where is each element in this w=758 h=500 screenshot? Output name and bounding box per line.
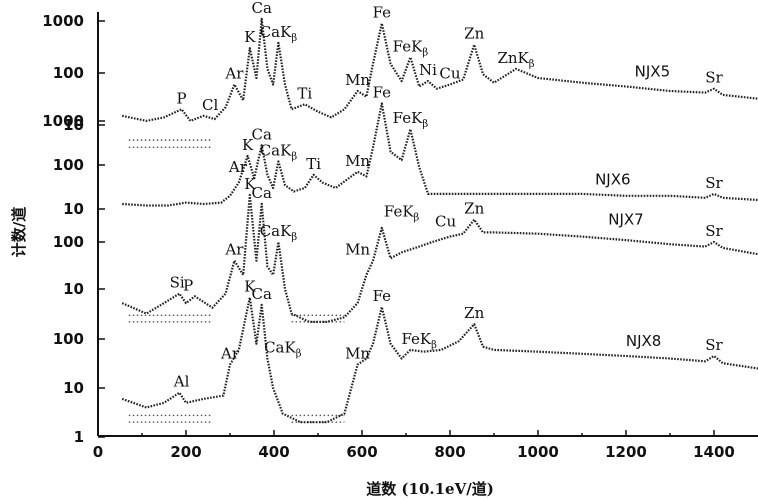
peak-label: CaKβ (260, 23, 298, 44)
peak-label: ZnKβ (497, 49, 534, 70)
peak-label: Ca (251, 0, 271, 17)
y-tick-label: 10 (63, 116, 84, 134)
peak-label: FeKβ (393, 109, 429, 130)
peak-label: CaKβ (260, 222, 298, 243)
x-axis-title: 道数 (10.1eV/道) (366, 480, 494, 498)
y-tick-label: 10 (63, 200, 84, 218)
x-tick-label: 1200 (605, 443, 647, 461)
peak-label: Mn (345, 152, 370, 170)
peak-label: Zn (464, 304, 484, 322)
series-NJX8: Al Ar KCa CaKβ Mn Fe FeKβ Zn NJX8 Sr (121, 278, 758, 424)
peak-label: Ti (297, 84, 312, 102)
peak-label: Cl (202, 96, 218, 114)
series-name-label: NJX5 (635, 63, 670, 81)
y-tick-label: 100 (53, 233, 84, 251)
peak-label: K (244, 28, 256, 46)
y-tick-label: 10 (63, 280, 84, 298)
peak-label: Ca (251, 285, 271, 303)
peak-label: FeKβ (384, 202, 420, 223)
x-tick-label: 0 (93, 443, 103, 461)
y-tick-label: 100 (53, 156, 84, 174)
x-tick-label: 600 (346, 443, 377, 461)
peak-label: Sr (705, 69, 723, 87)
peak-label: Ar (224, 65, 244, 83)
series-name-label: NJX6 (595, 170, 630, 188)
peak-label: Mn (345, 345, 370, 363)
peak-label: FeKβ (401, 330, 437, 351)
y-tick-label: 100 (53, 330, 84, 348)
y-axis-title: 计数/道 (10, 207, 28, 257)
spectrum-line (122, 102, 758, 207)
peak-label: Fe (373, 3, 392, 21)
x-tick-label: 200 (170, 443, 201, 461)
peak-label: K (244, 278, 256, 296)
peak-label: Zn (464, 200, 484, 218)
y-tick-label: 1000 (42, 112, 84, 130)
x-tick-label: 800 (434, 443, 465, 461)
peak-label: Fe (373, 287, 392, 305)
peak-label: K (242, 136, 254, 154)
spectrum-line (121, 296, 758, 424)
peak-label: Ca (251, 184, 271, 202)
peak-label: Ar (220, 345, 240, 363)
peak-label: Ti (306, 155, 321, 173)
peak-label: Sr (705, 174, 723, 192)
spectrum-line (121, 193, 758, 323)
series-name-label: NJX7 (608, 210, 643, 228)
peak-label: Fe (373, 83, 392, 101)
spectrum-line (121, 17, 758, 122)
axes: 0 200 400 600 800 1000 1200 1400100010010100010… (42, 12, 758, 461)
peak-label: Ar (228, 158, 248, 176)
peak-label: CaKβ (260, 142, 298, 163)
peak-label: Sr (705, 336, 723, 354)
peak-label: FeKβ (393, 37, 429, 58)
peak-label: Sr (705, 222, 723, 240)
peak-label: K (244, 175, 256, 193)
peak-label: Ni (419, 61, 437, 79)
peak-label: Zn (464, 25, 484, 43)
peak-label: Cu (435, 212, 456, 230)
peak-label: Ca (251, 125, 271, 143)
peak-label: Cu (439, 65, 460, 83)
x-tick-label: 400 (258, 443, 289, 461)
peak-label: Mn (345, 241, 370, 259)
peak-label: Mn (345, 71, 370, 89)
y-tick-label: 1 (74, 428, 84, 446)
x-tick-label: 1400 (693, 443, 735, 461)
peak-label: Ar (224, 241, 244, 259)
x-tick-label: 1000 (517, 443, 559, 461)
y-tick-label: 100 (53, 64, 84, 82)
y-tick-label: 10 (63, 379, 84, 397)
peak-label: CaKβ (264, 338, 302, 359)
peak-label: Si (170, 274, 185, 292)
series-name-label: NJX8 (626, 332, 661, 350)
peak-label: P (183, 276, 193, 294)
y-tick-label: 1000 (42, 12, 84, 30)
peak-label: P (177, 89, 187, 107)
peak-label: Al (173, 373, 190, 391)
